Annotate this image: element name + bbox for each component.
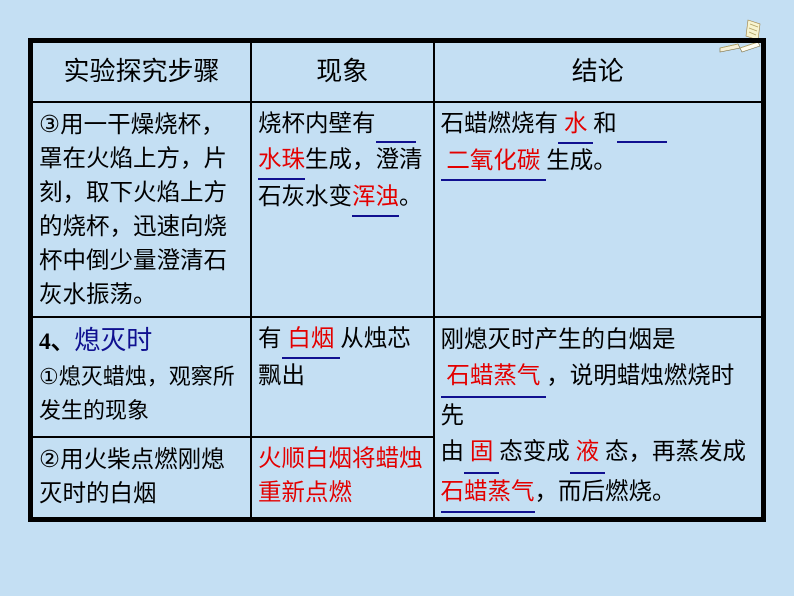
phenomenon-cell: 烧杯内壁有 水珠生成，澄清石灰水变浑浊。	[251, 102, 434, 317]
header-phenomenon: 现象	[251, 42, 434, 102]
header-conclusion: 结论	[434, 42, 763, 102]
conc-text: ，而后燃烧。	[535, 479, 676, 505]
step-title: 熄灭时	[74, 326, 152, 355]
step-marker: ③	[39, 111, 60, 137]
header-steps: 实验探究步骤	[32, 42, 251, 102]
conc-text: 由	[441, 439, 465, 465]
table-row: ③用一干燥烧杯，罩在火焰上方，片刻，取下火焰上方的烧杯，迅速向烧杯中倒少量澄清石…	[32, 102, 762, 317]
blank-answer: 水珠	[258, 143, 305, 180]
step-cell: ②用火柴点燃刚熄灭时的白烟	[32, 437, 251, 519]
conc-text: 和	[593, 111, 617, 137]
blank-answer: 石蜡蒸气	[441, 358, 547, 397]
phen-text: 烧杯内壁有	[258, 111, 376, 137]
step-cell: ③用一干燥烧杯，罩在火焰上方，片刻，取下火焰上方的烧杯，迅速向烧杯中倒少量澄清石…	[32, 102, 251, 317]
blank-answer: 固	[464, 434, 499, 473]
phen-text: 。	[399, 184, 423, 210]
step-number: 4、	[39, 329, 74, 355]
phenomenon-cell: 火顺白烟将蜡烛重新点燃	[251, 437, 434, 519]
phen-text: 有	[258, 326, 282, 352]
conc-text: 石蜡燃烧有	[441, 111, 559, 137]
table-header-row: 实验探究步骤 现象 结论	[32, 42, 762, 102]
blank-answer: 白烟	[282, 322, 341, 359]
phenomenon-cell: 有 白烟 从烛芯飘出	[251, 317, 434, 436]
conc-text: 态，再蒸发成	[605, 439, 746, 465]
step-cell: 4、熄灭时 ①熄灭蜡烛，观察所发生的现象	[32, 317, 251, 436]
conclusion-cell: 石蜡燃烧有 水 和 二氧化碳 生成。	[434, 102, 763, 317]
blank-answer: 石蜡蒸气	[441, 474, 535, 513]
blank-answer: 二氧化碳	[441, 144, 547, 181]
table-row: 4、熄灭时 ①熄灭蜡烛，观察所发生的现象 有 白烟 从烛芯飘出 刚熄灭时产生的白…	[32, 317, 762, 436]
phen-text-answer: 火顺白烟将蜡烛重新点燃	[258, 446, 423, 506]
step-marker: ①	[39, 364, 59, 389]
step-text: 用火柴点燃刚熄灭时的白烟	[39, 447, 225, 507]
step-text: 熄灭蜡烛，观察所发生的现象	[39, 364, 235, 423]
blank-answer: 水	[558, 107, 593, 144]
blank-answer: 液	[570, 434, 605, 473]
conc-text: 刚熄灭时产生的白烟是	[441, 327, 676, 353]
conc-text: 态变成	[499, 439, 570, 465]
conclusion-cell-merged: 刚熄灭时产生的白烟是 石蜡蒸气 ，说明蜡烛燃烧时先 由 固 态变成 液 态，再蒸…	[434, 317, 763, 518]
step-text: 用一干燥烧杯，罩在火焰上方，片刻，取下火焰上方的烧杯，迅速向烧杯中倒少量澄清石灰…	[39, 112, 227, 308]
blank-answer: 浑浊	[352, 180, 399, 217]
conc-text: 生成。	[546, 148, 617, 174]
experiment-table: 实验探究步骤 现象 结论 ③用一干燥烧杯，罩在火焰上方，片刻，取下火焰上方的烧杯…	[28, 38, 766, 522]
step-marker: ②	[39, 446, 60, 472]
